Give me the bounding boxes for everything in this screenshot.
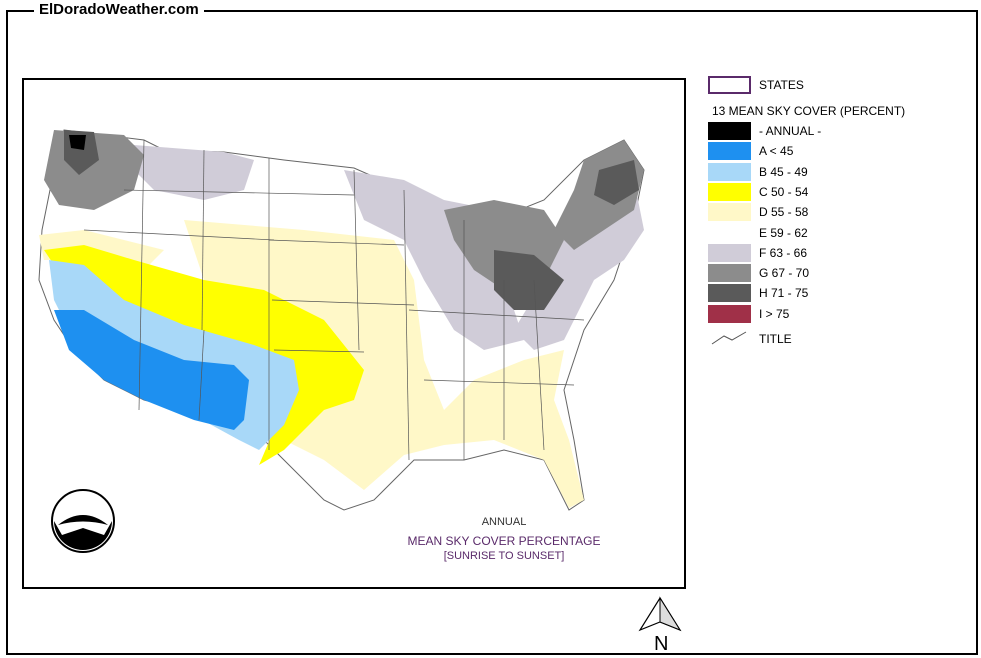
zone-f-nw [134, 145, 254, 200]
legend-title-row: TITLE [708, 330, 792, 348]
legend-group-title: 13 MEAN SKY COVER (PERCENT) [712, 104, 906, 118]
legend-item: H 71 - 75 [708, 284, 809, 303]
zone-h-ne [594, 160, 639, 205]
legend-swatch [708, 203, 751, 222]
legend-item-label: E 59 - 62 [759, 225, 808, 240]
zone-annual-black [69, 135, 86, 150]
legend-item-label: C 50 - 54 [759, 184, 809, 199]
map-caption-subtitle: [SUNRISE TO SUNSET] [443, 550, 565, 562]
legend-item: E 59 - 62 [708, 223, 808, 242]
legend-item-label: G 67 - 70 [759, 266, 810, 281]
map-caption-annual: ANNUAL [481, 516, 527, 528]
legend-item-label: B 45 - 49 [759, 164, 808, 179]
legend-item: D 55 - 58 [708, 203, 809, 222]
legend-swatch [708, 264, 751, 283]
noaa-logo [51, 489, 115, 553]
legend-item: I > 75 [708, 304, 790, 323]
legend-item: - ANNUAL - [708, 122, 821, 140]
legend-item-label: F 63 - 66 [759, 245, 808, 260]
legend-swatch [708, 162, 751, 181]
north-arrow: N [636, 594, 686, 657]
legend-swatch [708, 304, 751, 323]
map-caption-title: MEAN SKY COVER PERCENTAGE [407, 534, 601, 548]
legend-item-label: I > 75 [759, 306, 790, 321]
legend-item-label: A < 45 [759, 144, 794, 159]
map-panel: ANNUAL MEAN SKY COVER PERCENTAGE [SUNRIS… [22, 78, 686, 589]
legend-swatch [708, 243, 751, 262]
legend-item: G 67 - 70 [708, 264, 810, 283]
legend-item-label: D 55 - 58 [759, 205, 809, 220]
legend-item-label: - ANNUAL - [759, 124, 822, 138]
legend-states-label: STATES [759, 78, 804, 92]
title-line-icon [711, 331, 747, 345]
legend-swatch [708, 122, 751, 140]
legend-title-label: TITLE [759, 332, 792, 346]
north-label: N [654, 633, 668, 652]
legend-swatch [708, 142, 751, 161]
legend-states-row: STATES [708, 76, 804, 94]
legend-item: B 45 - 49 [708, 162, 808, 181]
north-arrow-icon: N [638, 596, 682, 655]
us-sky-cover-map [38, 129, 645, 553]
legend-swatch [708, 223, 751, 242]
legend-item-label: H 71 - 75 [759, 286, 809, 301]
legend-item: A < 45 [708, 142, 794, 161]
states-swatch [708, 76, 751, 94]
state-boundaries [83, 139, 585, 461]
outer-frame [6, 10, 978, 655]
legend-swatch [708, 284, 751, 303]
legend-swatch [708, 182, 751, 201]
legend-item: F 63 - 66 [708, 243, 808, 262]
zone-h-ohio [494, 250, 564, 310]
legend-item: C 50 - 54 [708, 182, 809, 201]
site-title: ElDoradoWeather.com [34, 1, 204, 18]
